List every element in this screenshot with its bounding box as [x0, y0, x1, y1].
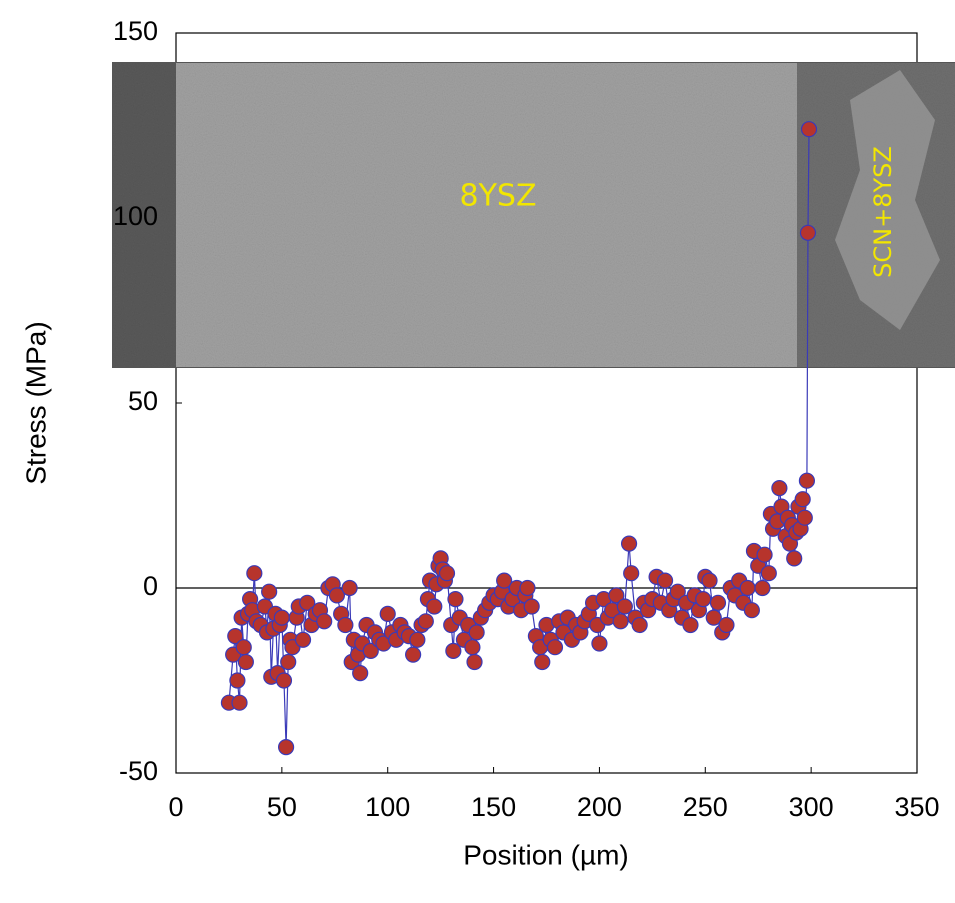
data-point	[426, 598, 443, 615]
y-tick-label: 0	[143, 571, 158, 601]
data-point	[352, 664, 369, 682]
data-point	[299, 594, 316, 611]
data-point	[743, 602, 760, 619]
data-point	[620, 535, 638, 552]
data-point	[612, 613, 629, 630]
data-point	[591, 635, 608, 652]
data-point	[754, 579, 771, 597]
annotation: 8YSZ	[459, 179, 536, 214]
y-axis-label: Stress (MPa)	[20, 321, 51, 484]
data-point	[718, 616, 735, 634]
data-point	[337, 616, 354, 634]
data-point	[273, 609, 290, 626]
data-point	[669, 583, 686, 600]
x-tick-label: 150	[471, 792, 516, 822]
data-point	[701, 572, 718, 589]
data-point	[608, 587, 625, 604]
data-point	[798, 472, 816, 489]
data-point	[468, 624, 485, 641]
data-point	[227, 627, 244, 645]
data-point	[616, 598, 633, 615]
data-point	[447, 590, 464, 608]
micrograph-grain	[835, 70, 940, 330]
data-point	[294, 631, 312, 648]
data-point	[496, 572, 513, 589]
y-tick-label: -50	[119, 756, 158, 786]
data-point	[280, 653, 297, 671]
y-tick-label: 50	[128, 386, 158, 416]
data-point	[656, 572, 674, 589]
data-point	[328, 587, 346, 604]
x-tick-label: 100	[365, 792, 410, 822]
data-point	[756, 546, 773, 563]
x-tick-label: 300	[789, 792, 834, 822]
data-point	[794, 491, 811, 508]
data-point	[277, 738, 295, 756]
data-point	[771, 480, 788, 497]
data-point	[464, 639, 481, 656]
y-tick-label: 150	[113, 16, 158, 46]
data-point	[405, 646, 422, 663]
y-tick-label: 100	[113, 201, 158, 231]
micrograph-edge	[113, 63, 176, 367]
data-point	[409, 631, 426, 648]
data-point	[229, 672, 246, 689]
data-point	[739, 579, 756, 597]
data-point	[800, 121, 818, 138]
data-point	[466, 653, 483, 671]
annotation: SCN+8YSZ	[869, 146, 897, 278]
data-point	[246, 565, 263, 582]
data-point	[682, 616, 699, 634]
data-point	[362, 642, 379, 660]
data-point	[709, 594, 727, 611]
micrograph: 8YSZ SCN+8YSZ	[112, 62, 955, 368]
data-point	[534, 653, 551, 671]
data-point	[760, 565, 777, 582]
x-tick-label: 50	[267, 792, 297, 822]
data-point	[417, 613, 434, 630]
x-tick-label: 0	[168, 792, 183, 822]
data-point	[623, 565, 640, 582]
data-point	[705, 609, 722, 626]
data-point	[799, 224, 817, 241]
data-point	[261, 583, 278, 600]
data-point	[438, 565, 456, 582]
data-point	[786, 550, 803, 567]
data-point	[235, 639, 252, 656]
micrograph-8ysz	[176, 63, 797, 367]
data-point	[519, 579, 536, 597]
data-point	[379, 605, 396, 623]
x-axis-label: Position (µm)	[463, 839, 629, 870]
data-point	[796, 509, 813, 526]
x-tick-label: 200	[577, 792, 622, 822]
data-point	[631, 616, 648, 634]
data-point	[275, 672, 293, 689]
data-point	[341, 579, 358, 597]
data-point	[445, 642, 462, 660]
data-point	[237, 653, 254, 671]
data-point	[695, 590, 712, 608]
data-point	[231, 694, 248, 711]
data-point	[316, 613, 333, 630]
x-tick-label: 350	[894, 792, 939, 822]
data-point	[546, 639, 564, 656]
data-point	[523, 598, 540, 615]
x-tick-label: 250	[683, 792, 728, 822]
